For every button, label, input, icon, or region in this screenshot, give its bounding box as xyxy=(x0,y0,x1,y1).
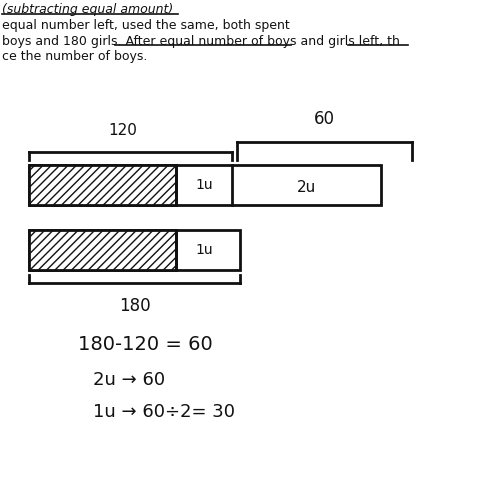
Text: 1u → 60÷2= 30: 1u → 60÷2= 30 xyxy=(92,403,234,421)
Bar xyxy=(30,230,176,270)
Text: 180-120 = 60: 180-120 = 60 xyxy=(78,336,213,354)
Text: 2u: 2u xyxy=(297,180,316,194)
Text: (subtracting equal amount): (subtracting equal amount) xyxy=(2,3,173,16)
Text: 2u → 60: 2u → 60 xyxy=(92,371,165,389)
Text: equal number left, used the same, both spent: equal number left, used the same, both s… xyxy=(2,19,290,32)
Text: 1u: 1u xyxy=(195,243,213,257)
Bar xyxy=(30,230,240,270)
Text: 120: 120 xyxy=(108,123,138,138)
Text: ce the number of boys.: ce the number of boys. xyxy=(2,50,148,63)
Text: 180: 180 xyxy=(119,297,150,315)
Text: boys and 180 girls. After equal number of boys and girls left, th: boys and 180 girls. After equal number o… xyxy=(2,35,400,48)
Text: 1u: 1u xyxy=(195,178,213,192)
Bar xyxy=(30,165,176,205)
Bar xyxy=(30,165,380,205)
Text: 60: 60 xyxy=(314,110,335,128)
